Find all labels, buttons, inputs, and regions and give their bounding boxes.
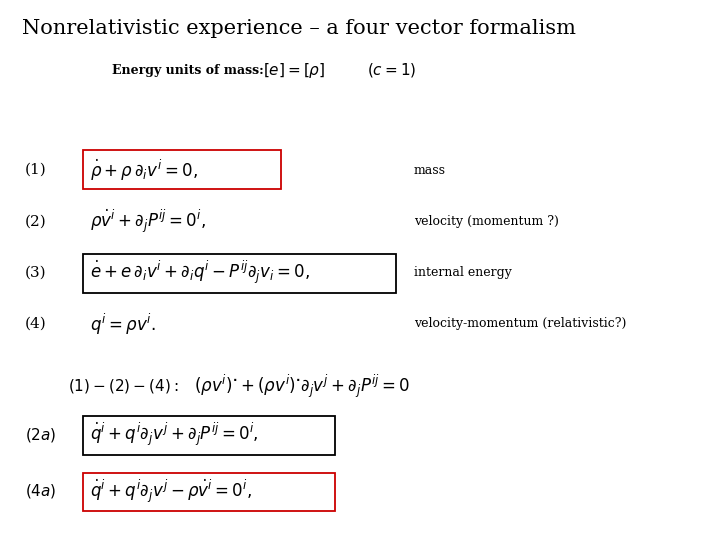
Text: $(1)-(2)-(4):$: $(1)-(2)-(4):$	[68, 377, 179, 395]
Text: Nonrelativistic experience – a four vector formalism: Nonrelativistic experience – a four vect…	[22, 19, 575, 38]
Text: $\dot{e}+e\,\partial_i v^i+\partial_i q^i-P^{ij}\partial_j v_i=0,$: $\dot{e}+e\,\partial_i v^i+\partial_i q^…	[90, 259, 310, 286]
Text: $\dot{q}^i+q^i\partial_j v^j+\partial_j P^{ij}=0^i,$: $\dot{q}^i+q^i\partial_j v^j+\partial_j …	[90, 421, 258, 448]
Text: $(c=1)$: $(c=1)$	[367, 61, 417, 79]
Text: velocity-momentum (relativistic?): velocity-momentum (relativistic?)	[414, 318, 626, 330]
Text: (1): (1)	[25, 163, 47, 177]
Text: $q^i=\rho v^i.$: $q^i=\rho v^i.$	[90, 312, 156, 336]
Text: mass: mass	[414, 164, 446, 177]
Text: $(4a)$: $(4a)$	[25, 482, 57, 501]
Text: velocity (momentum ?): velocity (momentum ?)	[414, 215, 559, 228]
Text: $\rho\dot{v}^i+\partial_j P^{ij}=0^i,$: $\rho\dot{v}^i+\partial_j P^{ij}=0^i,$	[90, 208, 206, 235]
Text: internal energy: internal energy	[414, 266, 512, 279]
Text: (4): (4)	[25, 317, 47, 331]
Text: Energy units of mass:: Energy units of mass:	[112, 64, 264, 77]
Text: (2): (2)	[25, 214, 47, 228]
Text: $\dot{\rho}+\rho\,\partial_i v^i=0,$: $\dot{\rho}+\rho\,\partial_i v^i=0,$	[90, 158, 198, 183]
Text: $\dot{q}^i+q^i\partial_j v^j-\rho\dot{v}^i=0^i,$: $\dot{q}^i+q^i\partial_j v^j-\rho\dot{v}…	[90, 478, 252, 505]
Text: (3): (3)	[25, 266, 47, 280]
Text: $(2a)$: $(2a)$	[25, 426, 57, 444]
Text: $(\rho v^i)^{\boldsymbol{\cdot}}+(\rho v^i)^{\boldsymbol{\cdot}}\partial_j v^j+\: $(\rho v^i)^{\boldsymbol{\cdot}}+(\rho v…	[194, 373, 410, 400]
Text: $[e]=[\rho]$: $[e]=[\rho]$	[263, 60, 325, 80]
